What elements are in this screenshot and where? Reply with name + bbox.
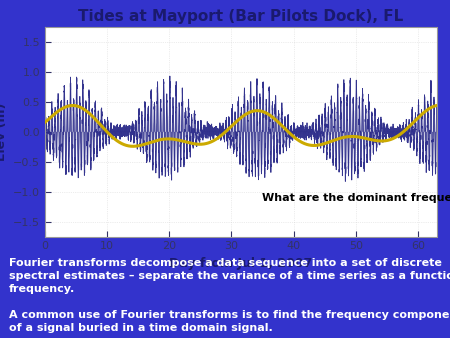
X-axis label: Day from Jul 1, 2007: Day from Jul 1, 2007 bbox=[169, 257, 312, 270]
Title: Tides at Mayport (Bar Pilots Dock), FL: Tides at Mayport (Bar Pilots Dock), FL bbox=[78, 9, 403, 24]
Text: What are the dominant frequencies?: What are the dominant frequencies? bbox=[262, 193, 450, 203]
Text: A common use of Fourier transforms is to find the frequency components
of a sign: A common use of Fourier transforms is to… bbox=[9, 310, 450, 333]
Y-axis label: Elev (m): Elev (m) bbox=[0, 103, 8, 161]
Text: Fourier transforms decompose a data sequence into a set of discrete
spectral est: Fourier transforms decompose a data sequ… bbox=[9, 258, 450, 294]
